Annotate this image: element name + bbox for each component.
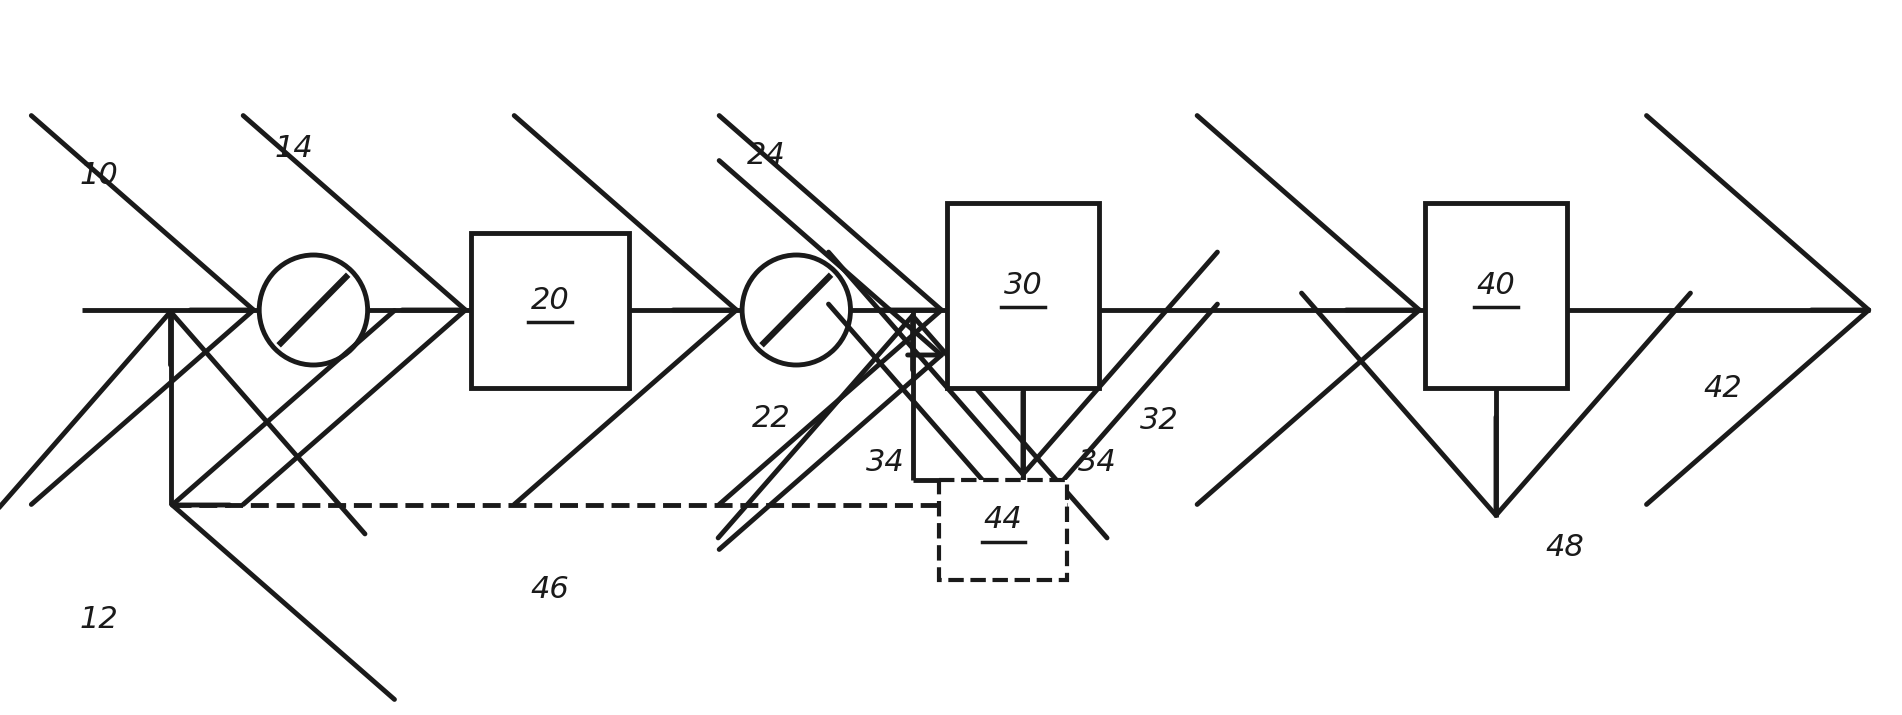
Text: 34: 34 <box>865 448 903 476</box>
Bar <box>947 202 1099 388</box>
Text: 20: 20 <box>531 285 569 315</box>
Bar <box>940 480 1067 580</box>
Text: 46: 46 <box>531 576 569 604</box>
Text: 22: 22 <box>753 403 791 433</box>
Text: 48: 48 <box>1546 533 1584 563</box>
Text: 10: 10 <box>80 160 118 189</box>
Text: 30: 30 <box>1004 270 1042 300</box>
Text: 12: 12 <box>80 606 118 634</box>
Text: 42: 42 <box>1704 373 1742 403</box>
Text: 32: 32 <box>1139 405 1179 435</box>
Text: 34: 34 <box>1078 448 1116 476</box>
Bar <box>472 232 630 388</box>
Bar <box>1425 202 1567 388</box>
Text: 24: 24 <box>747 141 786 169</box>
Text: 44: 44 <box>983 506 1023 535</box>
Text: 14: 14 <box>274 134 314 162</box>
Text: 40: 40 <box>1476 270 1516 300</box>
